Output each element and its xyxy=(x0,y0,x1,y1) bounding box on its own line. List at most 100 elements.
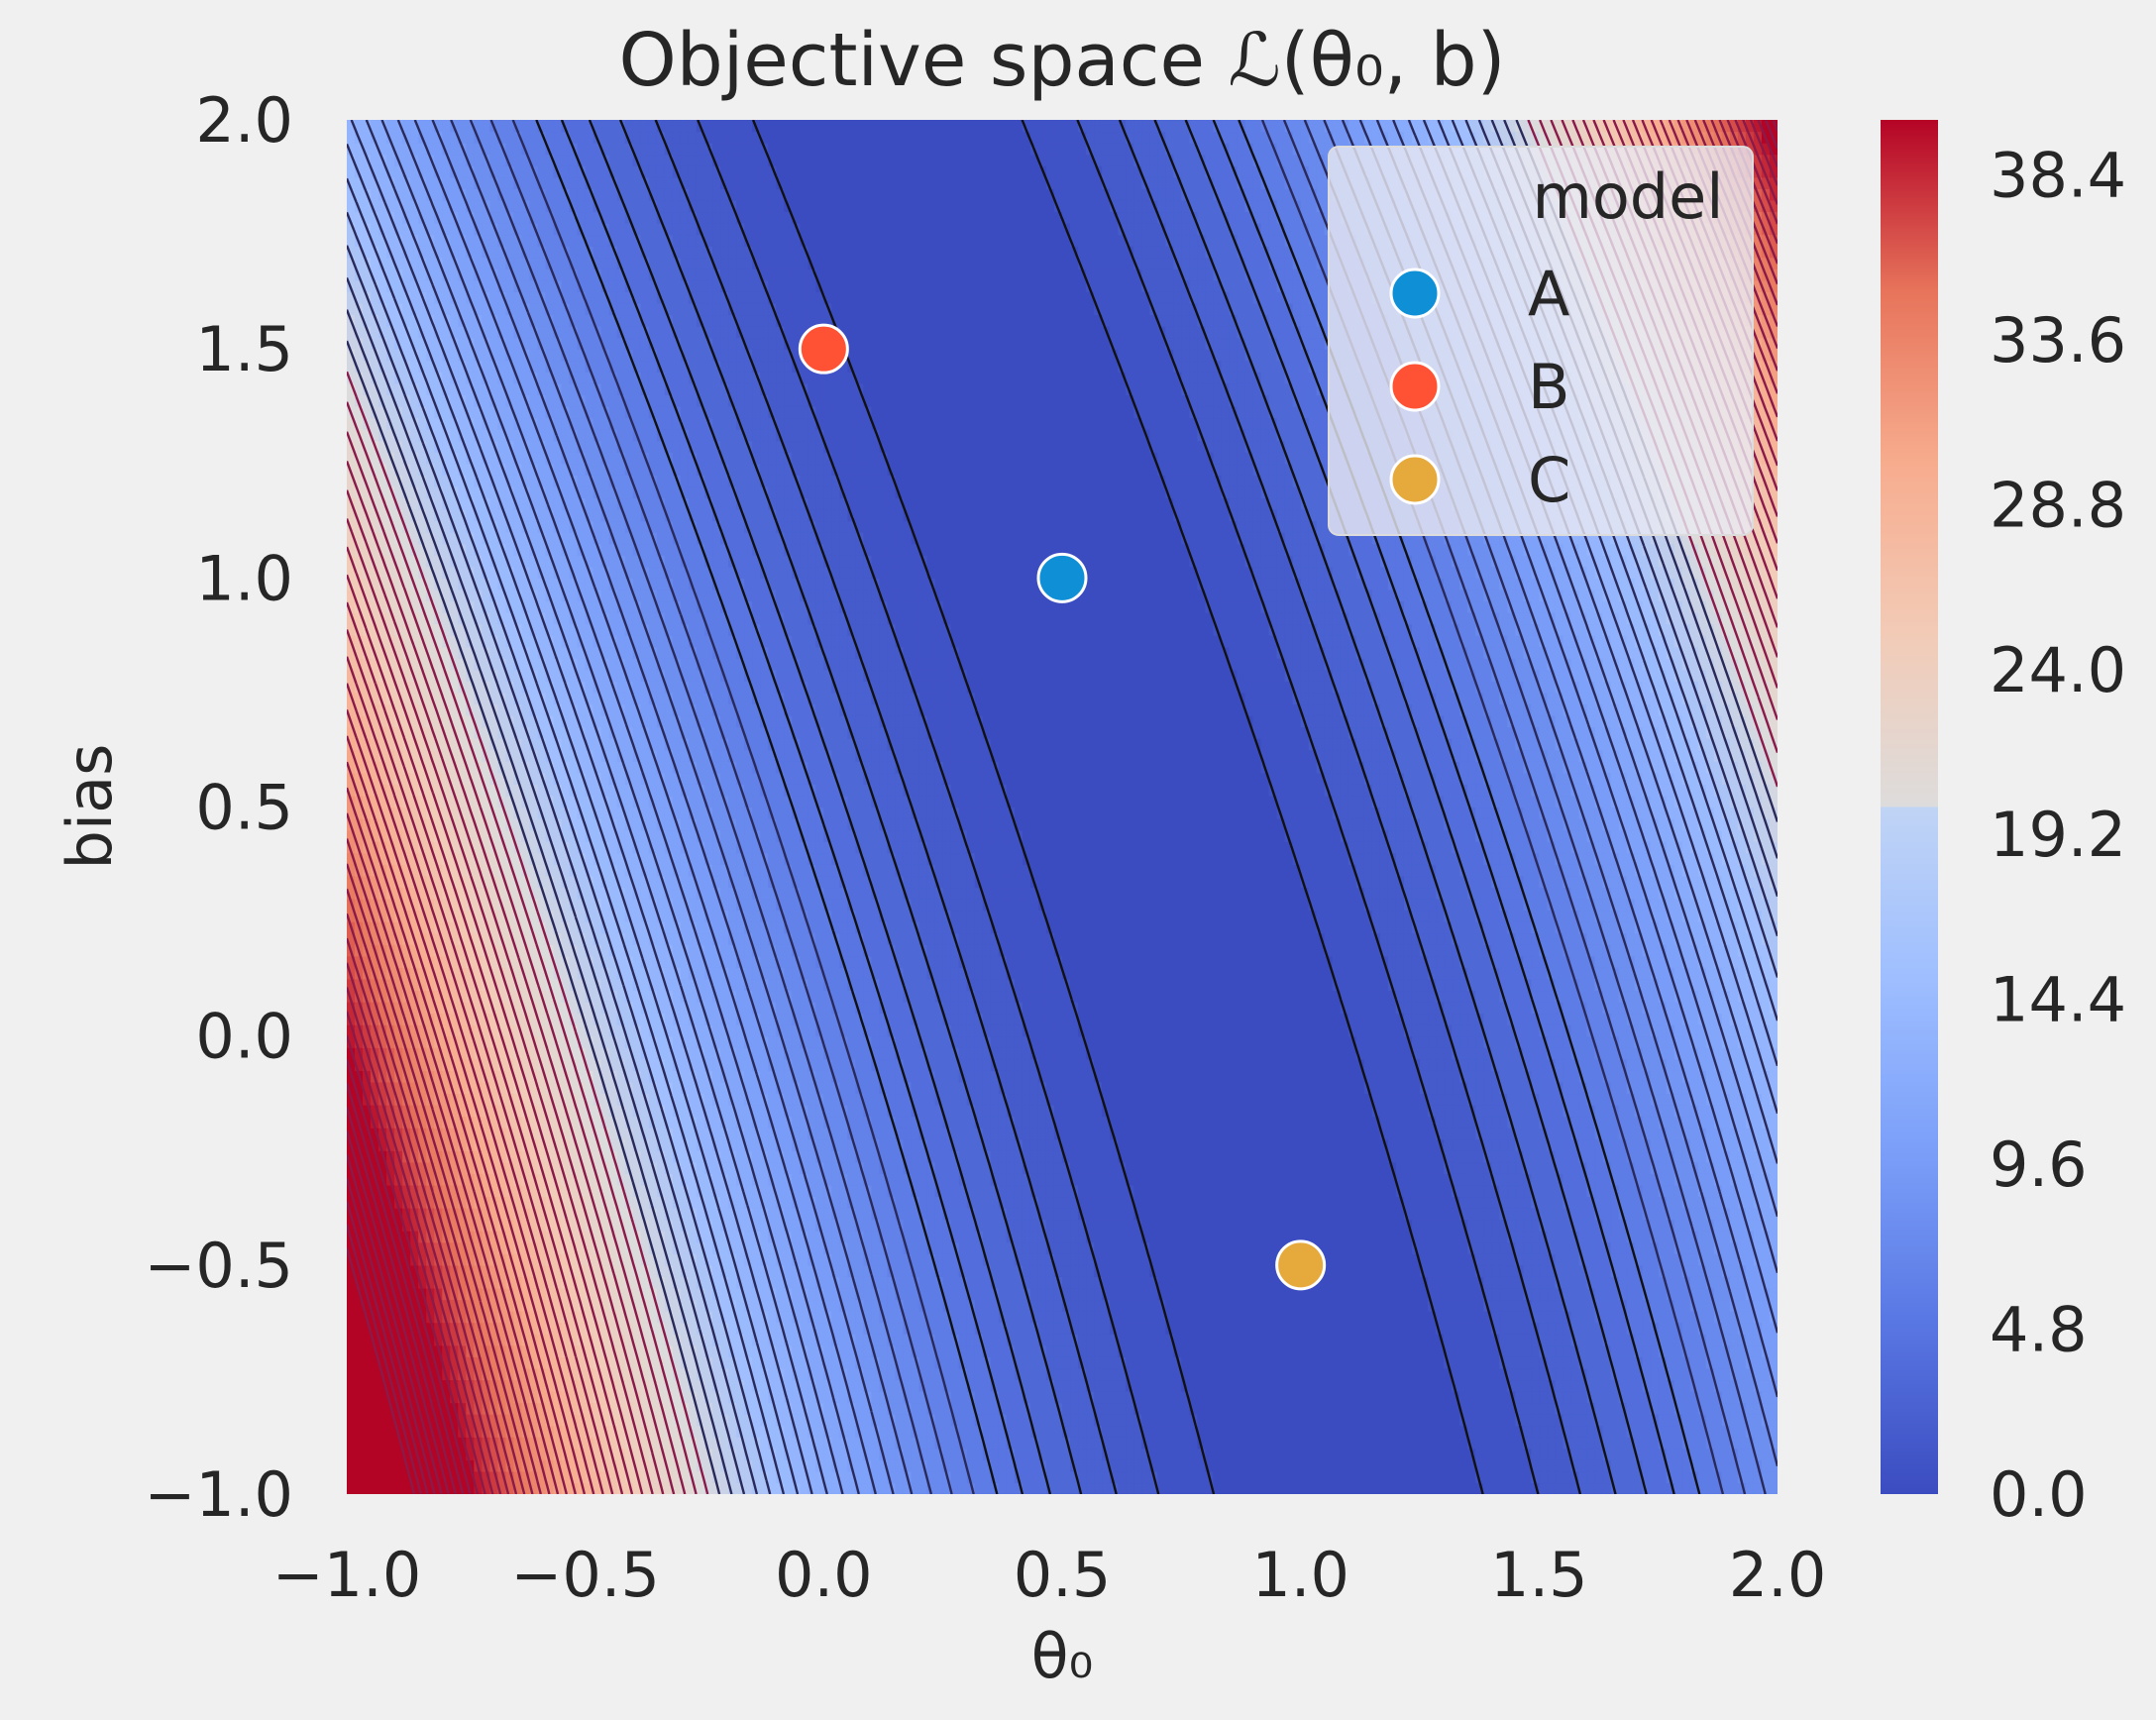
contour-cell xyxy=(839,1196,848,1208)
contour-cell xyxy=(1483,1356,1492,1368)
contour-cell xyxy=(1627,1379,1636,1391)
contour-cell xyxy=(1126,1403,1134,1415)
contour-cell xyxy=(1356,1426,1365,1438)
contour-cell xyxy=(704,1471,713,1483)
contour-cell xyxy=(386,1426,395,1438)
contour-cell xyxy=(888,1288,897,1300)
contour-cell xyxy=(1197,1196,1206,1208)
contour-cell xyxy=(1078,1253,1087,1265)
contour-cell xyxy=(1348,1471,1357,1483)
contour-cell xyxy=(1444,1323,1453,1335)
contour-cell xyxy=(808,1459,816,1471)
contour-cell xyxy=(1619,1265,1628,1277)
contour-cell xyxy=(1578,1414,1587,1426)
contour-cell xyxy=(991,1242,1000,1254)
contour-cell xyxy=(1046,1426,1055,1438)
contour-cell xyxy=(1213,1414,1222,1426)
contour-cell xyxy=(896,1345,905,1357)
contour-cell xyxy=(919,1426,928,1438)
contour-cell xyxy=(720,1437,729,1449)
contour-cell xyxy=(1348,1437,1357,1449)
contour-cell xyxy=(1611,1449,1620,1460)
contour-cell xyxy=(1229,1356,1238,1368)
contour-cell xyxy=(839,1208,848,1220)
contour-cell xyxy=(1269,1288,1278,1300)
contour-cell xyxy=(1698,1379,1707,1391)
contour-cell xyxy=(355,1345,364,1357)
contour-cell xyxy=(1221,1208,1230,1220)
contour-cell xyxy=(967,1426,976,1438)
contour-cell xyxy=(1388,1403,1397,1415)
contour-cell xyxy=(1555,1220,1563,1232)
contour-cell xyxy=(1459,1437,1468,1449)
contour-cell xyxy=(1627,1265,1636,1277)
contour-cell xyxy=(927,1276,936,1288)
contour-cell xyxy=(1452,1449,1460,1460)
contour-cell xyxy=(1054,1356,1063,1368)
contour-cell xyxy=(1404,1242,1413,1254)
contour-cell xyxy=(1054,1242,1063,1254)
contour-cell xyxy=(1586,1334,1595,1345)
contour-cell xyxy=(1030,1356,1039,1368)
contour-cell xyxy=(823,1220,832,1232)
contour-cell xyxy=(1094,1231,1103,1242)
contour-cell xyxy=(999,1459,1008,1471)
contour-cell xyxy=(983,1231,992,1242)
contour-cell xyxy=(1547,1231,1556,1242)
contour-cell xyxy=(1444,1253,1453,1265)
contour-cell xyxy=(1023,1311,1031,1323)
contour-cell xyxy=(1110,1345,1119,1357)
contour-cell xyxy=(1507,1334,1516,1345)
contour-cell xyxy=(1015,1426,1024,1438)
contour-cell xyxy=(720,1391,729,1403)
contour-cell xyxy=(1285,1323,1294,1335)
contour-cell xyxy=(681,1379,690,1391)
contour-cell xyxy=(1245,1220,1254,1232)
contour-cell xyxy=(1459,1379,1468,1391)
contour-cell xyxy=(1356,1345,1365,1357)
contour-cell xyxy=(1261,1300,1270,1312)
contour-cell xyxy=(1309,1288,1318,1300)
contour-cell xyxy=(1341,1449,1349,1460)
contour-cell xyxy=(347,1356,356,1368)
contour-cell xyxy=(959,1311,968,1323)
contour-cell xyxy=(1452,1414,1460,1426)
contour-cell xyxy=(1412,1323,1421,1335)
contour-cell xyxy=(1181,1276,1190,1288)
contour-cell xyxy=(1396,1356,1405,1368)
contour-cell xyxy=(1325,1459,1334,1471)
contour-cell xyxy=(1078,1459,1087,1471)
contour-cell xyxy=(1030,1265,1039,1277)
contour-cell xyxy=(1213,1253,1222,1265)
contour-cell xyxy=(1301,1449,1310,1460)
contour-cell xyxy=(689,1231,698,1242)
contour-cell xyxy=(847,1220,856,1232)
contour-cell xyxy=(847,1288,856,1300)
contour-cell xyxy=(1380,1323,1389,1335)
contour-cell xyxy=(1269,1173,1278,1185)
contour-cell xyxy=(1333,1459,1342,1471)
contour-cell xyxy=(1467,1414,1476,1426)
contour-cell xyxy=(1754,1356,1763,1368)
contour-cell xyxy=(1317,1208,1326,1220)
contour-cell xyxy=(896,1391,905,1403)
contour-cell xyxy=(768,1253,777,1265)
contour-cell xyxy=(1237,1323,1245,1335)
contour-cell xyxy=(831,1368,840,1380)
contour-cell xyxy=(704,1334,713,1345)
contour-cell xyxy=(1309,1426,1318,1438)
contour-cell xyxy=(363,1414,372,1426)
contour-cell xyxy=(1388,1185,1397,1197)
contour-cell xyxy=(959,1426,968,1438)
contour-cell xyxy=(1499,1288,1508,1300)
contour-cell xyxy=(1165,1300,1174,1312)
contour-cell xyxy=(1483,1345,1492,1357)
contour-cell xyxy=(1643,1265,1652,1277)
contour-cell xyxy=(1325,1196,1334,1208)
contour-cell xyxy=(1388,1300,1397,1312)
contour-cell xyxy=(904,1196,913,1208)
contour-cell xyxy=(1627,1356,1636,1368)
contour-cell xyxy=(1102,1231,1111,1242)
contour-cell xyxy=(1348,1391,1357,1403)
contour-cell xyxy=(1133,1323,1142,1335)
